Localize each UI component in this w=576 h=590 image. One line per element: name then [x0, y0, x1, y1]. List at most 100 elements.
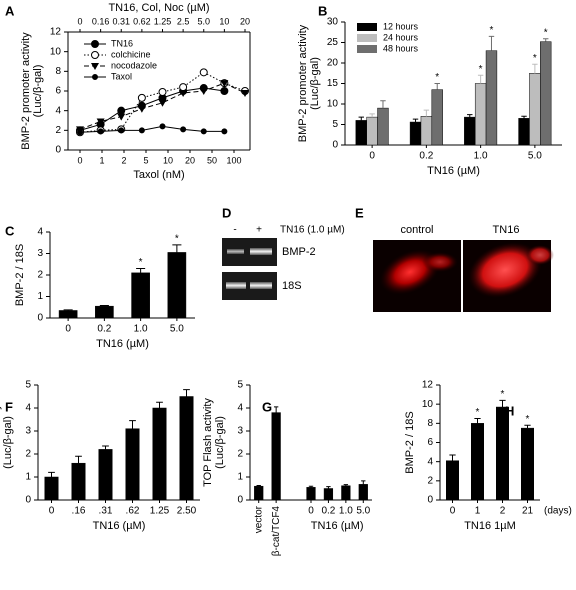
x-axis-label: TN16 (µM)	[311, 520, 364, 532]
y-tick-label: 6	[55, 86, 61, 97]
panel-letter: B	[318, 3, 327, 18]
series-line	[79, 82, 246, 130]
marker	[180, 126, 187, 133]
y-tick-label: 12	[422, 380, 434, 391]
marker	[96, 118, 105, 126]
bar	[167, 252, 187, 319]
error-bar	[477, 74, 484, 84]
gel-band	[250, 282, 272, 289]
x-tick-label: 0.2	[321, 506, 335, 517]
y-tick-label: 12	[50, 27, 62, 38]
x-tick-label: 5.0	[528, 151, 542, 162]
bar	[420, 116, 433, 146]
panel-letter: A	[5, 3, 15, 18]
series-line	[79, 125, 225, 133]
marker	[199, 68, 208, 77]
y-tick-label: 10	[327, 99, 339, 110]
y-tick-label: 3	[237, 426, 243, 437]
error-bar	[343, 484, 349, 486]
bar	[341, 485, 351, 501]
error-bar	[532, 63, 538, 74]
x-tick-label: 2.50	[177, 506, 197, 517]
bar	[271, 412, 281, 501]
cell	[526, 245, 554, 265]
x-tick-label: 21	[522, 506, 534, 517]
x-tick-label: 2	[500, 506, 506, 517]
bar	[44, 476, 59, 501]
y-tick-label: 20	[327, 58, 339, 69]
x-axis-label: TN16 (µM)	[96, 338, 149, 350]
marker	[179, 89, 188, 97]
error-bar	[273, 406, 279, 413]
x-tick-label: 1.25	[150, 506, 170, 517]
legend-swatch	[357, 23, 377, 31]
panel-letter: F	[5, 399, 13, 414]
significance-mark: *	[533, 53, 537, 64]
x-tick-label: 50	[207, 155, 217, 165]
y-tick-label: 0	[55, 145, 61, 156]
marker	[179, 83, 188, 92]
lane-label: +	[256, 225, 262, 236]
legend-label: 24 hours	[383, 32, 419, 42]
error-bar	[326, 486, 331, 489]
error-bar	[256, 485, 261, 487]
cell	[422, 252, 458, 272]
x-tick-label: 0	[65, 324, 71, 335]
error-bar	[136, 268, 146, 273]
significance-mark: *	[544, 27, 548, 38]
error-bar	[434, 83, 440, 90]
error-bar	[156, 401, 163, 408]
y-tick-label: 4	[237, 403, 243, 414]
error-bar	[172, 244, 182, 253]
bar	[355, 120, 367, 146]
y-tick-label: 4	[427, 456, 433, 467]
bar	[540, 41, 552, 146]
bar	[306, 487, 316, 501]
bar	[471, 423, 484, 501]
marker	[159, 123, 166, 130]
x-tick-label: 10	[163, 155, 173, 165]
legend-marker	[92, 74, 98, 80]
x-tick-label: 1.0	[474, 151, 488, 162]
x-top-tick-label: 0.16	[92, 16, 110, 26]
y-tick-label: 8	[55, 66, 61, 77]
y-axis-label: 12xSBE activity	[0, 404, 2, 481]
bar	[496, 406, 509, 501]
x-tick-label: 0	[369, 151, 375, 162]
x-tick-label: 1	[475, 506, 481, 517]
x-top-tick-label: 2.5	[177, 16, 190, 26]
band-label: BMP-2	[282, 246, 316, 258]
marker	[77, 129, 83, 136]
y-tick-label: 6	[427, 437, 433, 448]
bar	[474, 83, 487, 146]
error-bar	[467, 114, 473, 118]
x-tick-label: β-cat/TCF4	[271, 506, 282, 557]
error-bar	[449, 454, 456, 461]
x-tick-label: 5.0	[170, 324, 184, 335]
bar	[431, 89, 443, 146]
error-bar	[75, 455, 82, 464]
y-tick-label: 10	[422, 399, 434, 410]
marker	[158, 99, 167, 107]
cell	[468, 242, 542, 298]
y-axis-label: (Luc/β-gal)	[214, 416, 226, 469]
bar	[464, 116, 476, 146]
bar	[485, 50, 498, 146]
error-bar	[102, 445, 109, 450]
error-bar	[488, 35, 495, 51]
y-tick-label: 0	[237, 495, 243, 506]
significance-mark: *	[435, 72, 439, 83]
y-tick-label: 4	[25, 403, 31, 414]
error-bar	[521, 115, 527, 119]
y-axis-label: BMP-2 promoter activity	[297, 24, 309, 142]
bar	[152, 407, 167, 501]
x-tick-label: 2	[121, 155, 126, 165]
x-axis-label: Taxol (nM)	[133, 169, 184, 181]
y-tick-label: 4	[37, 227, 43, 238]
x-tick-label: 1	[99, 155, 104, 165]
x-tick-label: 5.0	[356, 506, 370, 517]
bar	[95, 305, 114, 319]
error-bar	[183, 389, 190, 397]
marker	[241, 89, 249, 97]
